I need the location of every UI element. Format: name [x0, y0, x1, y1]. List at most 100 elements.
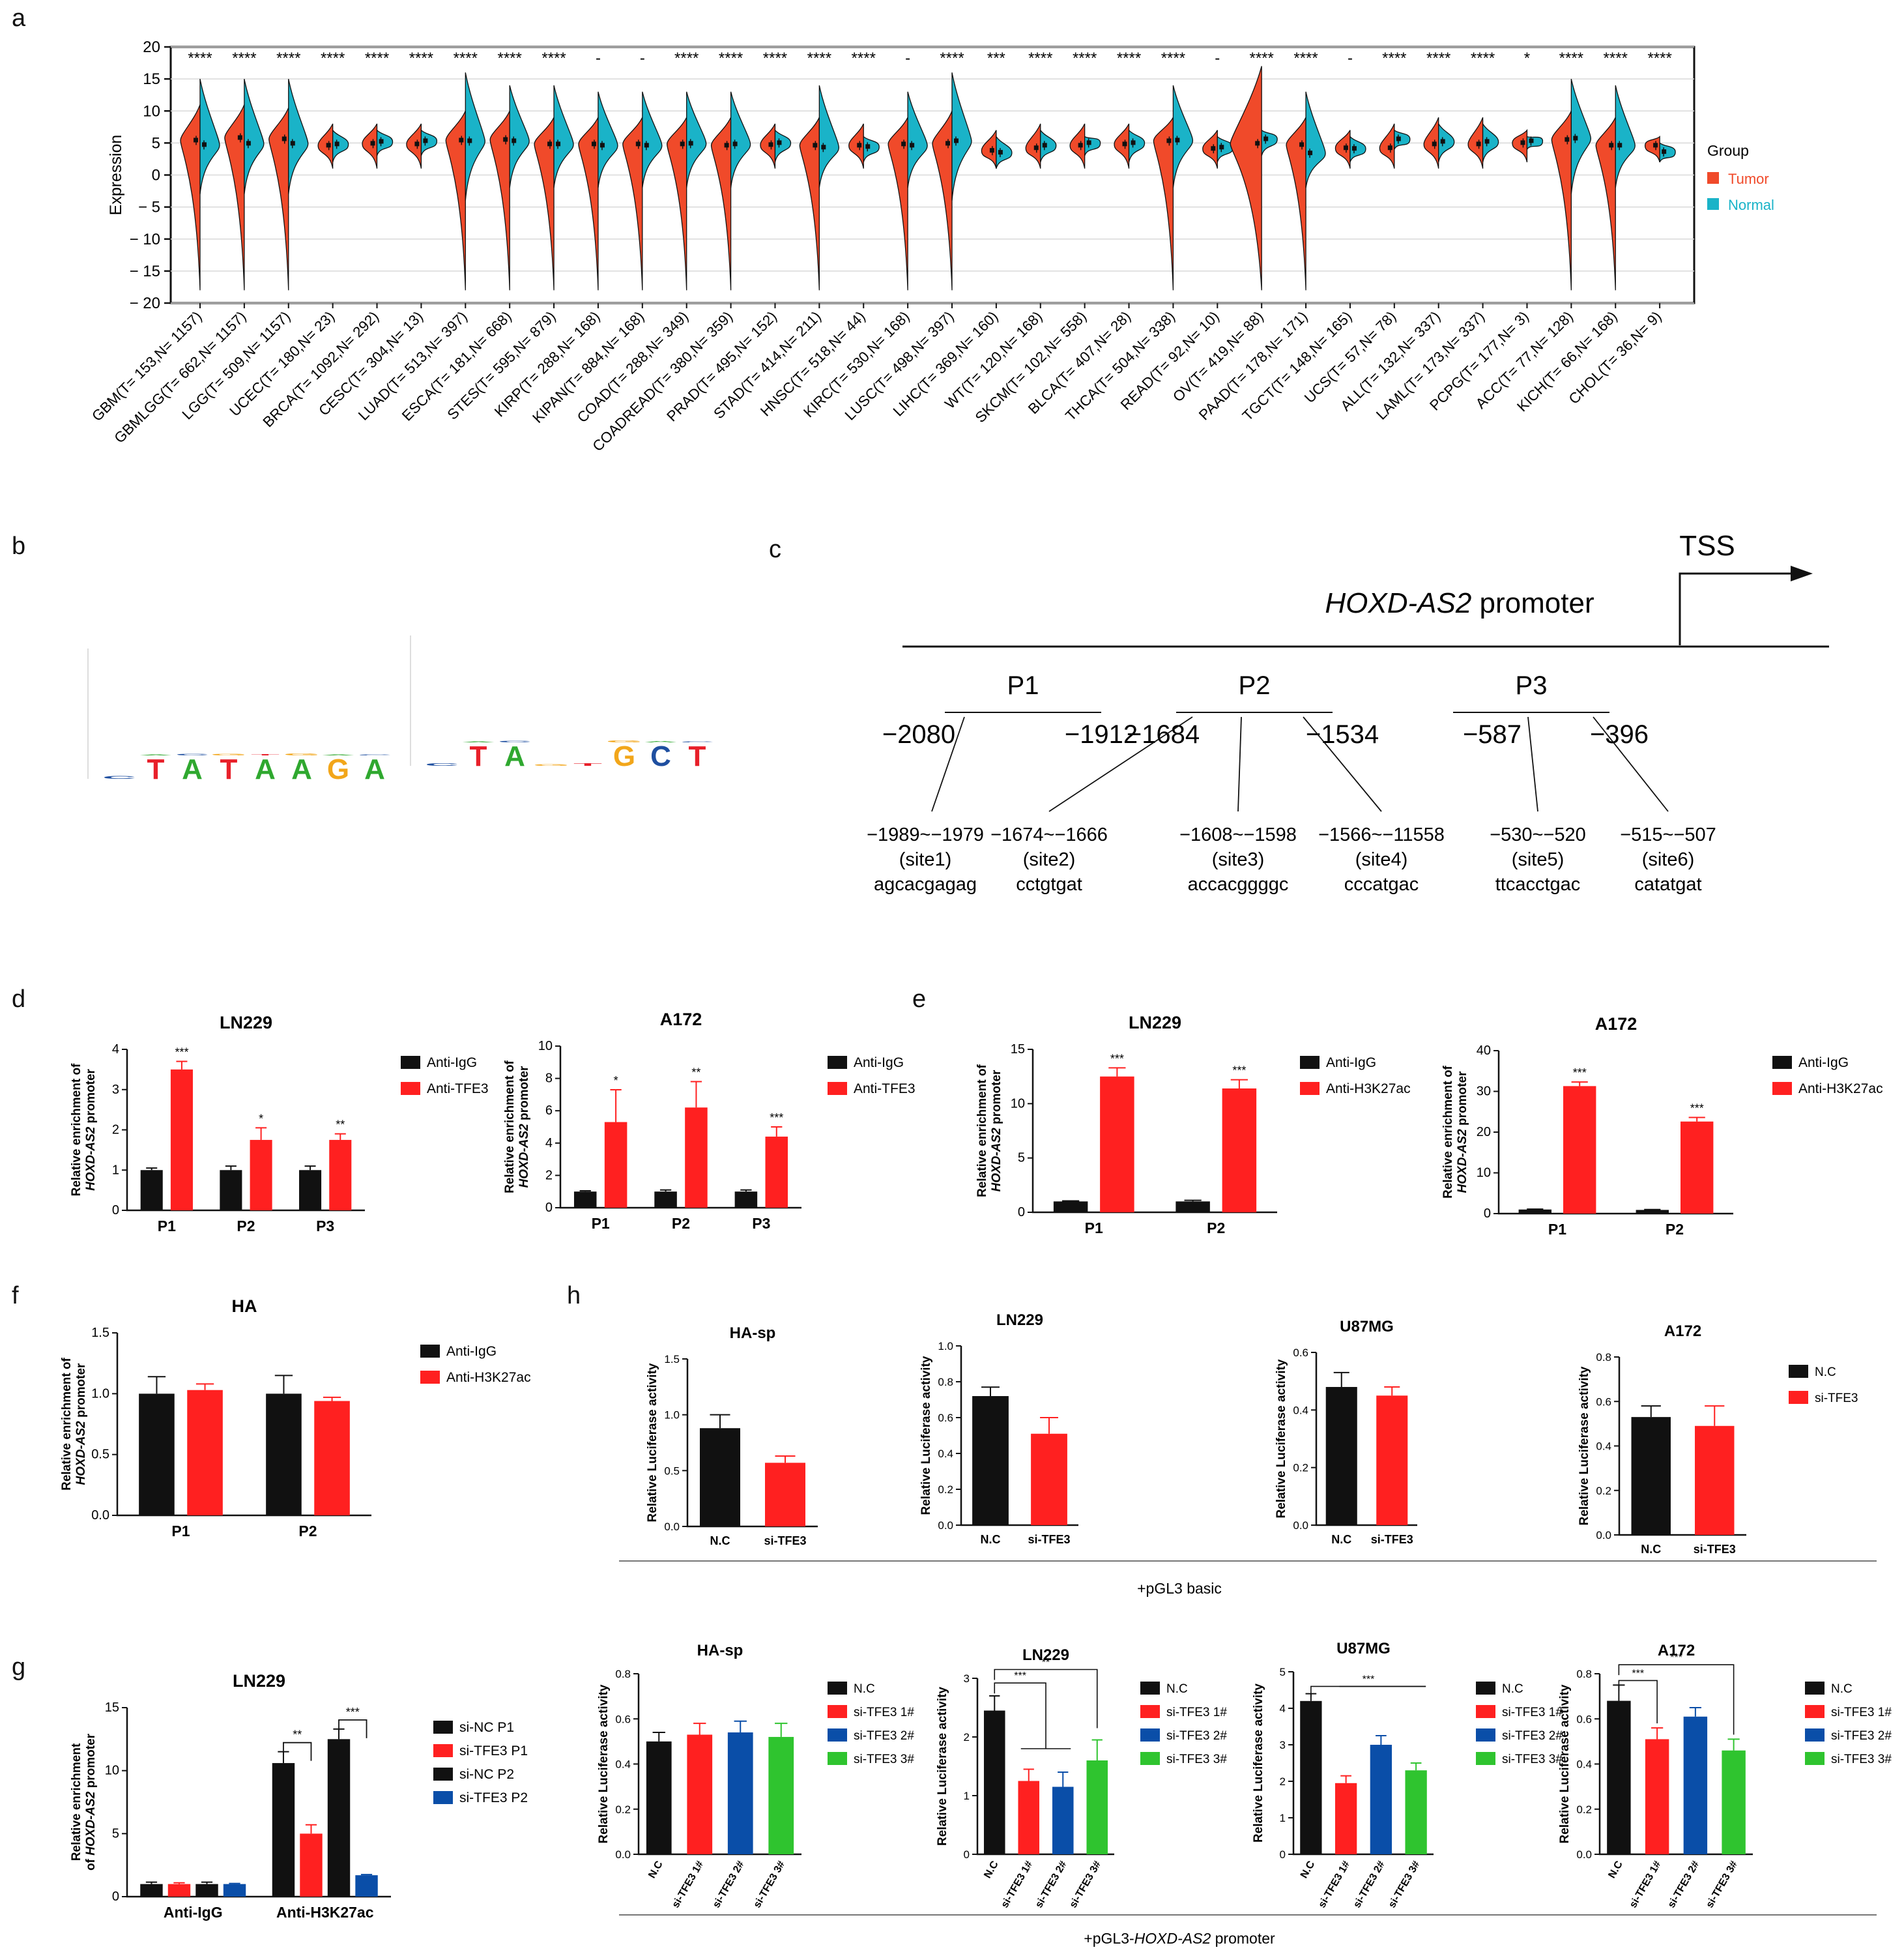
violin-normal-half — [1482, 122, 1499, 162]
bar — [139, 1393, 175, 1515]
violin-10: - — [622, 50, 663, 291]
significance-label: *** — [1670, 1652, 1682, 1663]
panel-label-a: a — [12, 5, 26, 32]
panel-c-promoter-diagram: TSS HOXD-AS2 promoter P1 −2080 −1912 P2 −168… — [867, 530, 1829, 895]
bar — [687, 1734, 713, 1854]
legend-label: Anti-IgG — [1326, 1055, 1376, 1070]
significance-label: **** — [674, 50, 699, 67]
y-tick-label: 10 — [538, 1039, 553, 1053]
legend-swatch — [1772, 1082, 1792, 1095]
chart-title: A172 — [1658, 1642, 1695, 1659]
y-tick-label: 0.2 — [1293, 1462, 1308, 1474]
y-label-part: promoter — [84, 1733, 98, 1791]
chart-title: A172 — [1664, 1322, 1701, 1340]
violin-tumor-half — [1334, 130, 1351, 169]
significance-label: **** — [497, 50, 521, 67]
bar — [1680, 1121, 1714, 1214]
legend-label: si-TFE3 P1 — [459, 1743, 528, 1758]
legend-swatch — [828, 1082, 847, 1095]
panel-e-ln229-chart: LN229 0 5 10 15 Relative enrichment ofHOXD-AS… — [975, 1013, 1411, 1236]
violin-6: **** — [445, 50, 485, 291]
significance-label: **** — [1647, 50, 1671, 67]
panel-label-f: f — [12, 1282, 19, 1309]
violin-tumor-half — [1595, 117, 1616, 291]
panel-d-ln229-chart: LN229 0 1 2 3 4 Relative enrichment ofHOXD-AS2… — [70, 1013, 489, 1234]
bar — [266, 1393, 302, 1515]
legend-title: Group — [1707, 142, 1749, 159]
site-sequence: ttcacctgac — [1495, 874, 1581, 895]
violin-9: - — [578, 50, 618, 291]
y-axis-label: Relative Luciferase activity — [1578, 1366, 1591, 1525]
chart-title: LN229 — [220, 1013, 272, 1032]
y-tick-label: 30 — [1477, 1085, 1491, 1099]
bar — [734, 1191, 758, 1208]
h-caption-suffix: promoter — [1211, 1930, 1275, 1947]
x-category-label: N.C — [981, 1533, 1001, 1546]
bar — [355, 1875, 378, 1897]
y-tick-label: 6 — [545, 1103, 553, 1118]
y-axis-label: Expression — [107, 135, 125, 216]
bar — [187, 1390, 223, 1515]
y-label-gene: HOXD-AS2 — [84, 1791, 98, 1856]
violin-tumor-half — [981, 130, 997, 169]
significance-label: - — [1215, 50, 1220, 67]
y-axis-label-line: Relative Luciferase activity — [1252, 1684, 1265, 1843]
logo-subletter-A: A — [182, 753, 203, 785]
legend-label: si-TFE3 2# — [1831, 1729, 1892, 1743]
significance-label: **** — [365, 50, 389, 67]
violin-normal-half — [598, 91, 618, 188]
significance-label: * — [614, 1074, 618, 1087]
violin-normal-half — [1438, 122, 1455, 162]
violin-tumor-half — [887, 117, 908, 291]
legend-label: N.C — [1502, 1682, 1523, 1696]
bar — [1031, 1433, 1067, 1525]
site-sequence: agcacgagag — [874, 874, 977, 895]
significance-label: **** — [232, 50, 256, 67]
y-tick-label: 10 — [143, 102, 160, 120]
site-link-line — [1237, 716, 1242, 812]
logo-subletter-A: A — [255, 753, 276, 785]
site-link-line — [931, 716, 965, 812]
tss-label: TSS — [1679, 530, 1735, 562]
significance-label: **** — [719, 50, 743, 67]
violin-12: **** — [710, 50, 751, 291]
violin-29: **** — [1467, 50, 1499, 169]
x-category-label: N.C — [710, 1534, 730, 1547]
logo-subletter-G: G — [327, 753, 349, 785]
y-axis-label-line: Relative Luciferase activity — [919, 1356, 933, 1515]
legend-label: si-TFE3 — [1815, 1392, 1858, 1405]
significance-bracket — [1618, 1680, 1658, 1724]
violin-3: **** — [317, 50, 349, 169]
y-axis-label: Relative enrichment ofHOXD-AS2 promoter — [975, 1064, 1003, 1197]
significance-label: **** — [1161, 50, 1185, 67]
y-tick-label: 1 — [1280, 1812, 1286, 1824]
significance-label: *** — [1232, 1064, 1246, 1077]
y-tick-label: 2 — [964, 1731, 970, 1743]
logo-letter-C: C — [680, 742, 714, 743]
x-category-label: si-TFE3 — [1694, 1543, 1736, 1556]
violin-22: **** — [1153, 50, 1194, 291]
legend-label: si-TFE3 3# — [1502, 1753, 1563, 1766]
x-category-label: Anti-IgG — [164, 1904, 223, 1921]
site-link-line — [1527, 716, 1538, 812]
site-link-line — [1303, 716, 1382, 812]
significance-label: **** — [1426, 50, 1450, 67]
violin-tumor-half — [1202, 130, 1218, 169]
legend-swatch — [1772, 1056, 1792, 1069]
logo-subletter-A: A — [291, 753, 312, 785]
y-axis-label: Relative Luciferase activity — [1252, 1684, 1265, 1843]
bar — [1683, 1716, 1708, 1854]
legend-label: si-TFE3 2# — [1502, 1729, 1563, 1743]
x-category-label: P1 — [592, 1215, 610, 1232]
significance-label: ** — [336, 1118, 345, 1131]
legend-swatch — [828, 1705, 847, 1718]
violin-normal-half — [996, 135, 1013, 169]
bar — [329, 1139, 352, 1210]
violin-tumor-half — [710, 117, 732, 291]
y-tick-label: 0.4 — [1596, 1440, 1611, 1453]
bar — [195, 1884, 218, 1897]
y-axis-label-line: Relative Luciferase activity — [1578, 1366, 1591, 1525]
y-tick-label: 15 — [143, 70, 160, 88]
bar — [1300, 1700, 1322, 1854]
